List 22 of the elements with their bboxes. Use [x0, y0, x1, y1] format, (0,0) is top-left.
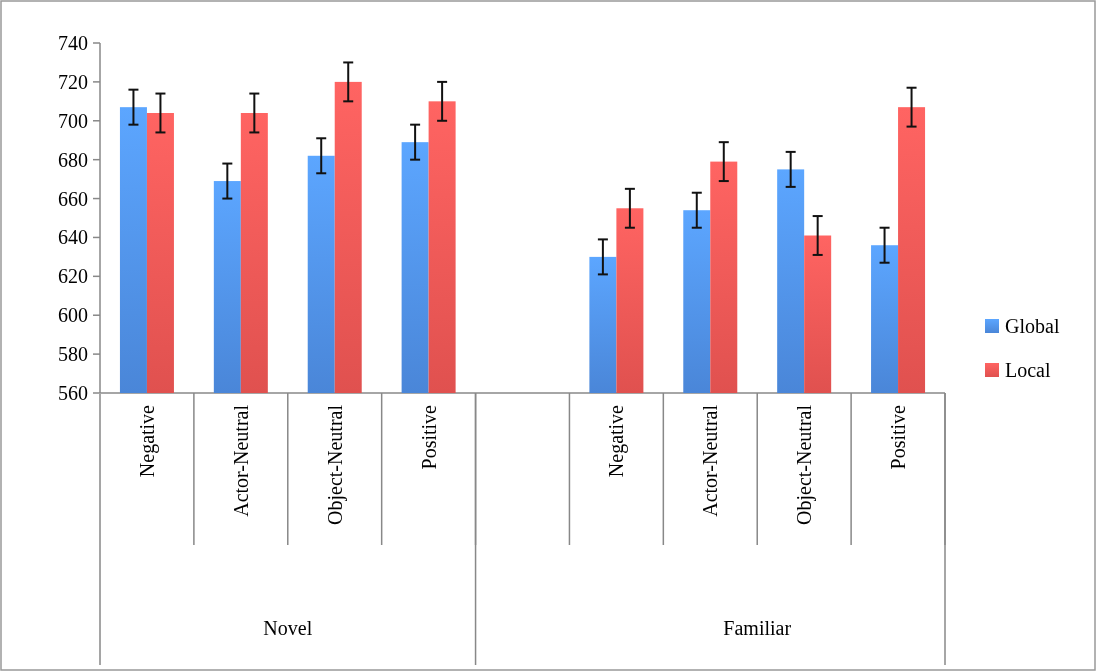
text: Novel — [263, 617, 313, 639]
y-tick-label: 560 — [58, 382, 88, 404]
x-tick-label: Object-Neutral — [323, 404, 347, 525]
x-tick-label: Positive — [417, 404, 440, 470]
x-tick-label: Positive — [887, 404, 910, 470]
y-tick-label: 740 — [58, 32, 88, 54]
legend-label: Local — [1005, 359, 1051, 381]
x-tick-label: Object-Neutral — [793, 404, 817, 525]
y-tick-label: 700 — [58, 109, 88, 132]
y-tick-label: 600 — [58, 304, 88, 327]
x-tick-label: Actor-Neutral — [229, 404, 252, 517]
y-tick-label: 720 — [58, 70, 88, 93]
y-tick-label: 620 — [58, 265, 88, 288]
y-tick-label: 640 — [58, 226, 88, 249]
x-tick-label: Negative — [605, 404, 629, 478]
y-tick-label: 680 — [58, 148, 88, 171]
legend-label: Global — [1005, 315, 1060, 337]
y-tick-label: 660 — [58, 187, 88, 210]
x-tick-label: Negative — [135, 404, 159, 478]
x-tick-label: Actor-Neutral — [699, 404, 722, 517]
text: Familiar — [723, 617, 792, 639]
y-tick-label: 580 — [58, 343, 88, 366]
